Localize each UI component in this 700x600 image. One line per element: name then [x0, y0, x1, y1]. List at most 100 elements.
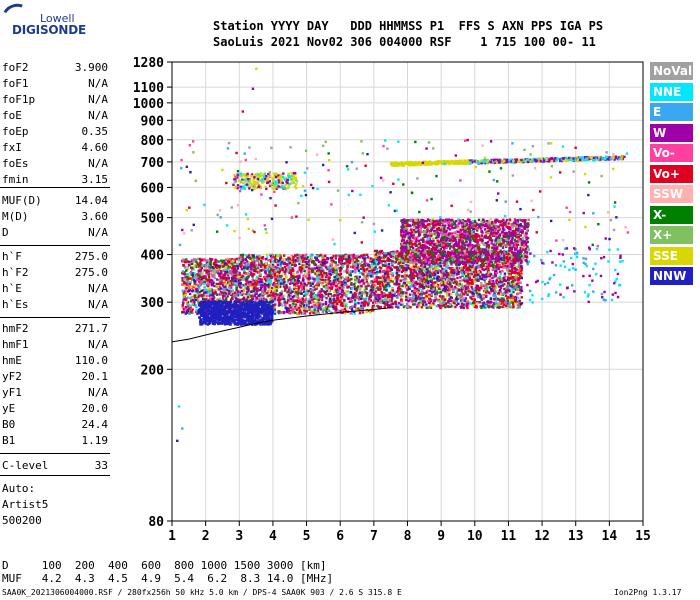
echo-point [474, 277, 477, 280]
echo-point [480, 298, 483, 302]
echo-point [422, 277, 426, 280]
echo-point [233, 258, 237, 261]
autoscaling-line1: Auto: [2, 482, 36, 495]
echo-point [275, 296, 279, 299]
echo-point [506, 286, 510, 289]
echo-point [445, 269, 448, 272]
echo-point [411, 290, 414, 293]
echo-point [511, 298, 514, 301]
echo-point [479, 305, 482, 308]
echo-point [348, 300, 352, 304]
echo-point [272, 265, 276, 268]
echo-point [369, 299, 373, 302]
echo-point [484, 277, 487, 281]
echo-point [503, 275, 507, 278]
echo-point [519, 291, 522, 295]
echo-point [225, 288, 229, 292]
echo-point [245, 287, 249, 290]
echo-point [393, 278, 397, 281]
echo-point [224, 298, 228, 302]
echo-point [315, 258, 318, 262]
echo-point [213, 276, 217, 280]
echo-point [425, 263, 428, 267]
echo-point [493, 281, 496, 285]
echo-point [226, 295, 229, 298]
echo-point [493, 272, 497, 276]
echo-point [348, 261, 351, 265]
echo-point [298, 255, 301, 259]
echo-point [452, 301, 456, 304]
echo-point [360, 279, 364, 283]
echo-point [186, 309, 190, 313]
echo-point [341, 297, 344, 301]
echo-point [513, 299, 517, 303]
echo-point [370, 269, 373, 272]
echo-point [326, 286, 329, 290]
echo-point [207, 284, 210, 288]
echo-point [520, 285, 523, 289]
echo-point [283, 287, 287, 290]
echo-point [249, 267, 253, 270]
echo-point [194, 273, 198, 277]
echo-point [419, 295, 422, 298]
echo-point [462, 306, 466, 310]
echo-point [477, 295, 480, 299]
echo-point [302, 274, 305, 277]
echo-point [306, 260, 309, 264]
echo-point [380, 281, 384, 284]
echo-point [289, 269, 293, 272]
echo-point [255, 263, 258, 267]
echo-point [391, 302, 395, 306]
echo-point [316, 294, 320, 297]
echo-point [298, 303, 301, 307]
echo-point [359, 297, 363, 301]
echo-point [470, 302, 473, 306]
echo-point [481, 294, 484, 297]
echo-point [424, 278, 428, 282]
echo-point [506, 288, 509, 292]
echo-point [501, 270, 504, 273]
echo-point [183, 271, 186, 274]
echo-point [513, 264, 516, 268]
echo-point [429, 306, 433, 310]
echo-point [311, 259, 315, 263]
echo-point [202, 294, 205, 297]
echo-point [466, 300, 470, 303]
echo-point [319, 297, 323, 301]
echo-point [328, 279, 331, 283]
echo-point [242, 297, 245, 301]
echo-point [349, 290, 353, 294]
echo-point [196, 299, 200, 302]
echo-point [321, 274, 324, 277]
echo-point [359, 307, 362, 310]
echo-point [372, 299, 376, 302]
param-row-fmin: fmin 3.15 [2, 172, 108, 187]
echo-point [443, 264, 446, 267]
echo-point [196, 290, 199, 293]
echo-point [236, 298, 239, 301]
echo-point [497, 285, 501, 288]
echo-point [467, 268, 470, 271]
echo-point [466, 306, 469, 310]
echo-point [356, 286, 359, 290]
echo-point [308, 299, 312, 303]
echo-point [502, 297, 505, 300]
echo-point [392, 250, 395, 254]
echo-point [372, 279, 375, 283]
echo-point [242, 292, 245, 296]
echo-point [305, 275, 308, 278]
echo-point [266, 278, 270, 281]
echo-point [507, 267, 510, 270]
echo-point [265, 256, 269, 259]
echo-point [452, 289, 455, 293]
echo-point [420, 276, 423, 279]
echo-point [336, 298, 339, 302]
echo-point [284, 268, 288, 271]
echo-point [389, 255, 393, 259]
echo-point [268, 265, 271, 269]
echo-point [383, 288, 386, 291]
echo-point [457, 281, 460, 285]
echo-point [373, 280, 377, 283]
echo-point [286, 290, 290, 293]
echo-point [285, 284, 288, 287]
